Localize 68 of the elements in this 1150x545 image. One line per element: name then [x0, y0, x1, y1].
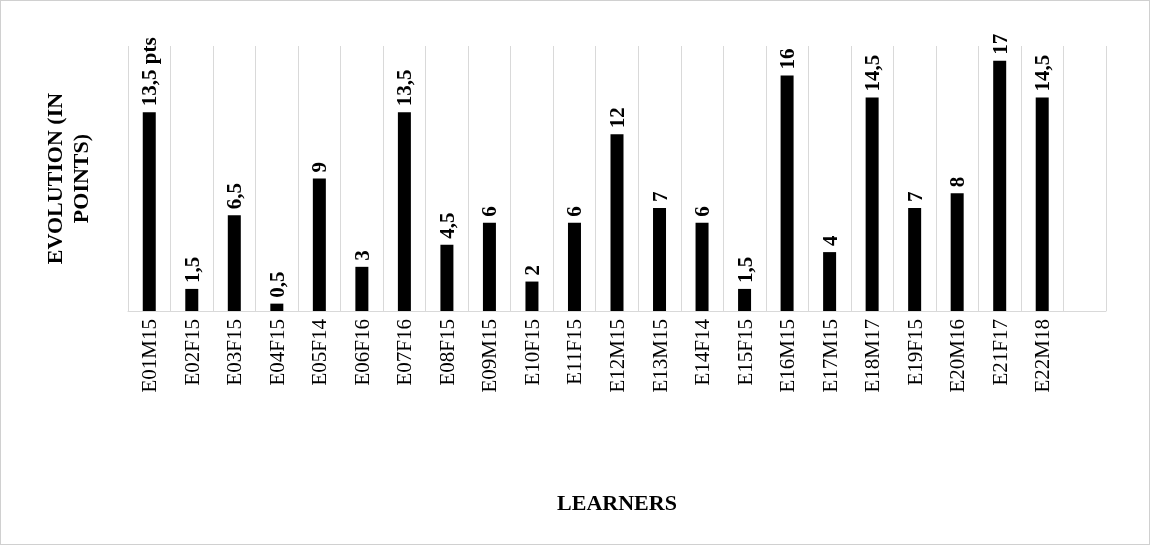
bar [653, 207, 667, 311]
y-axis-title: EVOLUTION (IN POINTS) [41, 92, 93, 265]
bar [1035, 97, 1049, 311]
bar [270, 303, 284, 311]
bar [440, 244, 454, 311]
bar [610, 134, 624, 311]
data-label: 8 [945, 176, 970, 188]
data-label: 6 [690, 206, 715, 217]
data-label: 2 [519, 265, 544, 276]
x-axis-title: LEARNERS [557, 489, 677, 515]
bar [185, 288, 199, 311]
data-label: 0,5 [264, 271, 289, 298]
bar [227, 215, 241, 311]
data-label: 17 [987, 33, 1012, 55]
data-label: 6 [477, 206, 502, 217]
data-label: 6,5 [222, 183, 247, 210]
bar [355, 266, 369, 311]
x-tick-label: E06F16 [349, 319, 374, 386]
x-tick-label: E08F15 [434, 319, 459, 386]
data-label: 7 [902, 191, 927, 202]
data-label: 3 [349, 250, 374, 261]
data-label: 13,5 pts [137, 37, 162, 107]
bar [312, 178, 326, 311]
data-label: 1,5 [732, 256, 757, 283]
x-tick-label: E20M16 [945, 319, 970, 393]
bar [142, 112, 156, 311]
data-label: 14,5 [1030, 54, 1055, 92]
bar [865, 97, 879, 311]
x-tick-label: E15F15 [732, 319, 757, 386]
x-tick-label: E17M15 [817, 319, 842, 393]
data-label: 6 [562, 206, 587, 217]
x-tick-label: E18M17 [860, 319, 885, 393]
data-label: 1,5 [179, 256, 204, 283]
bar [908, 207, 922, 311]
bar [695, 222, 709, 311]
x-tick-label: E13M15 [647, 319, 672, 393]
bar [525, 281, 539, 311]
bar [780, 75, 794, 311]
x-tick-label: E22M18 [1030, 319, 1055, 393]
x-tick-label: E07F16 [392, 319, 417, 386]
x-tick-label: E16M15 [775, 319, 800, 393]
x-tick-label: E11F15 [562, 319, 587, 385]
x-tick-label: E21F17 [987, 319, 1012, 386]
x-tick-label: E14F14 [690, 318, 715, 386]
x-tick-label: E01M15 [137, 319, 162, 393]
data-label: 12 [605, 107, 629, 129]
data-label: 7 [647, 191, 672, 202]
data-label: 4 [817, 235, 842, 247]
x-tick-label: E09M15 [477, 319, 502, 393]
x-tick-label: E02F15 [179, 319, 204, 386]
data-label: 9 [307, 162, 332, 173]
data-label: 4,5 [434, 212, 459, 239]
x-tick-label: E19F15 [902, 319, 927, 386]
x-tick-label: E03F15 [222, 319, 247, 386]
data-label: 14,5 [860, 54, 885, 92]
data-label: 16 [775, 48, 800, 70]
x-tick-label: E04F15 [264, 319, 289, 386]
data-label: 13,5 [392, 69, 417, 107]
bar [397, 112, 411, 311]
x-tick-label: E12M15 [605, 319, 629, 393]
bar [738, 288, 752, 311]
bar [993, 60, 1007, 311]
x-tick-label: E10F15 [519, 319, 544, 386]
bar [950, 193, 964, 311]
x-tick-label: E05F14 [307, 318, 332, 386]
bar [482, 222, 496, 311]
bar [567, 222, 581, 311]
bar [823, 252, 837, 311]
